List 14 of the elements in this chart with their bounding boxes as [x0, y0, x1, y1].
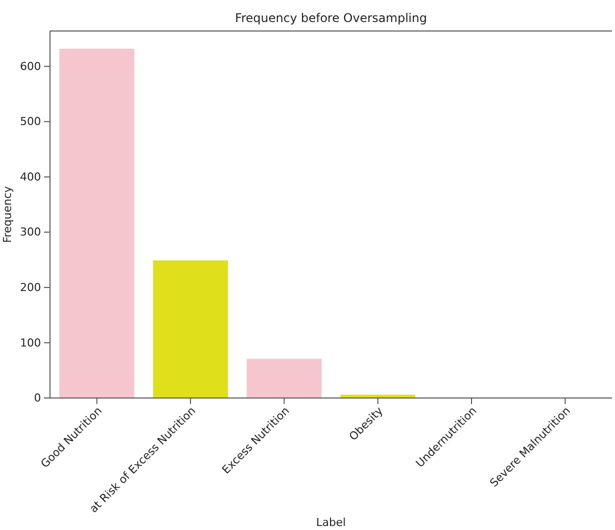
bar: [340, 394, 416, 398]
y-tick-label: 500: [20, 115, 41, 128]
y-axis-title: Frequency: [1, 186, 14, 243]
chart-title: Frequency before Oversampling: [235, 11, 427, 25]
x-axis-title: Label: [316, 516, 346, 529]
bar: [246, 358, 322, 398]
y-tick-label: 400: [20, 170, 41, 184]
y-tick-label: 600: [20, 60, 41, 73]
y-tick-label: 100: [20, 336, 41, 350]
bar: [59, 48, 134, 398]
y-tick-label: 300: [20, 226, 41, 239]
y-tick-label: 0: [34, 392, 41, 405]
y-tick-label: 200: [20, 280, 41, 294]
bar: [153, 260, 228, 398]
